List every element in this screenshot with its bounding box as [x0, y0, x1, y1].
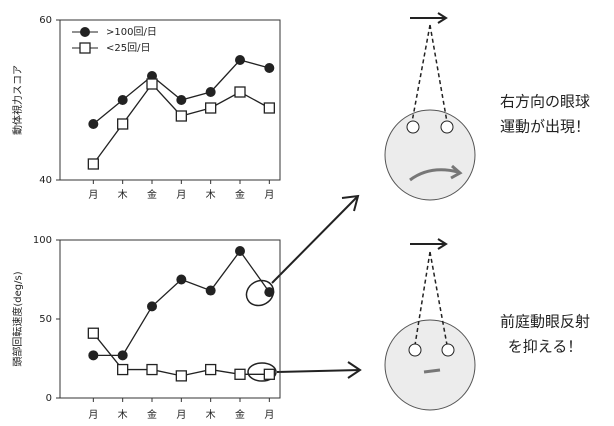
y-tick-label: 50 [39, 314, 52, 325]
point [80, 27, 90, 37]
x-tick-label: 月 [264, 409, 274, 421]
point [234, 86, 246, 98]
point [117, 363, 129, 376]
x-tick-label: 金 [235, 188, 245, 201]
point [263, 102, 275, 114]
point [235, 246, 245, 257]
x-tick-label: 木 [118, 189, 128, 201]
callouts [245, 194, 362, 382]
x-tick-label: 木 [206, 189, 216, 201]
point [263, 368, 275, 380]
series-line [93, 249, 270, 356]
legend-label: >100回/日 [106, 26, 157, 38]
point [264, 287, 275, 298]
x-tick-label: 月 [176, 409, 186, 421]
y-tick-label: 0 [46, 393, 52, 404]
point [235, 55, 245, 65]
y-axis-label: 頭部回転速度(deg/s) [11, 271, 24, 366]
point [117, 95, 128, 105]
point [88, 119, 99, 129]
diagram-text: 右方向の眼球 [500, 93, 590, 111]
y-tick-label: 40 [39, 175, 52, 186]
x-tick-label: 金 [235, 408, 245, 421]
plot-frame [59, 19, 281, 181]
point [264, 63, 275, 73]
x-tick-label: 月 [88, 409, 98, 421]
x-tick-label: 木 [206, 409, 216, 421]
diagram-text: 前庭動眼反射 [500, 313, 590, 331]
diagram-text: 運動が出現！ [500, 118, 590, 136]
diagram-text: を抑える！ [508, 338, 583, 356]
x-tick-label: 金 [147, 188, 157, 201]
y-tick-label: 60 [39, 15, 52, 26]
point [146, 78, 158, 90]
x-tick-label: 木 [118, 409, 128, 421]
x-tick-label: 月 [176, 189, 186, 201]
point [205, 285, 216, 296]
x-tick-label: 月 [264, 189, 274, 201]
point [176, 274, 187, 285]
x-tick-label: 月 [88, 189, 98, 201]
point [117, 118, 129, 130]
point [176, 95, 187, 105]
point [205, 87, 216, 97]
point [205, 102, 217, 114]
point [87, 327, 99, 339]
y-axis-label: 動体視力スコア [11, 65, 24, 135]
x-tick-label: 金 [147, 408, 157, 421]
point [175, 370, 187, 382]
point [117, 350, 128, 361]
point [234, 368, 246, 380]
point [87, 158, 99, 170]
legend-label: <25回/日 [106, 42, 150, 54]
y-tick-label: 100 [33, 235, 52, 246]
point [146, 363, 158, 376]
point [205, 363, 217, 376]
point [175, 110, 187, 122]
point [88, 350, 99, 361]
head-diagram-top [384, 12, 476, 201]
point [79, 42, 91, 54]
point [147, 301, 157, 312]
head-diagram-bottom [384, 238, 476, 411]
